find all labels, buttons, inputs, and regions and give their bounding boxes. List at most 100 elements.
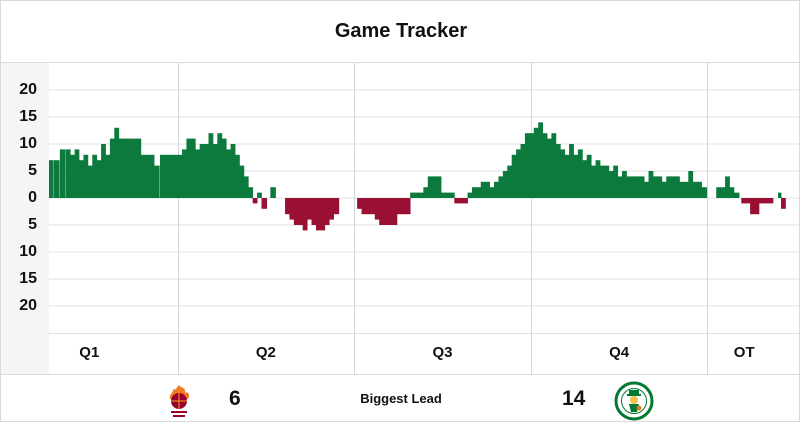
lead-bar — [410, 192, 415, 198]
lead-tracker-chart — [49, 63, 800, 374]
lead-bar — [405, 198, 411, 215]
lead-bar — [383, 198, 389, 225]
lead-bar — [230, 144, 236, 198]
lead-bar — [357, 198, 362, 209]
lead-bar — [692, 181, 698, 198]
lead-bar — [427, 176, 433, 198]
lead-bar — [127, 138, 133, 198]
lead-bar — [622, 171, 627, 198]
lead-bar — [105, 154, 111, 198]
lead-bar — [65, 149, 71, 198]
lead-bar — [83, 154, 89, 198]
lead-bar — [441, 192, 446, 198]
lead-bar — [270, 187, 276, 198]
y-tick-label: 5 — [28, 162, 37, 179]
lead-bar — [489, 187, 495, 198]
y-tick-label: 5 — [28, 216, 37, 233]
lead-bar — [675, 176, 680, 198]
lead-bar — [758, 198, 764, 204]
lead-bar — [59, 149, 66, 198]
lead-bar — [661, 181, 667, 198]
lead-bar — [716, 187, 722, 198]
biggest-lead-label: Biggest Lead — [360, 391, 442, 406]
y-tick-label: 20 — [19, 297, 37, 314]
lead-bar — [154, 165, 160, 198]
lead-bar — [182, 149, 187, 198]
lead-bar — [679, 181, 685, 198]
lead-bar — [379, 198, 385, 225]
lead-bar — [123, 138, 128, 198]
lead-bar — [208, 133, 214, 198]
lead-bar — [445, 192, 451, 198]
lead-bar — [595, 160, 601, 198]
lead-bar — [79, 160, 84, 198]
period-label-q1: Q1 — [79, 344, 100, 361]
lead-bar — [217, 133, 223, 198]
lead-bar — [458, 198, 464, 204]
lead-bar — [324, 198, 330, 225]
y-tick-label: 0 — [28, 189, 37, 206]
lead-bar — [551, 133, 557, 198]
lead-bar — [307, 198, 312, 220]
lead-bar — [529, 133, 535, 198]
lead-bar — [289, 198, 295, 220]
lead-bar — [750, 198, 755, 215]
y-tick-label: 15 — [19, 108, 37, 125]
lead-bar — [140, 154, 146, 198]
lead-bar — [635, 176, 641, 198]
lead-bar — [136, 138, 142, 198]
lead-bar — [311, 198, 317, 225]
lead-bar — [733, 192, 740, 198]
lead-bar — [252, 198, 258, 204]
lead-bar — [261, 198, 268, 209]
lead-bar — [177, 154, 183, 198]
lead-bar — [118, 138, 124, 198]
lead-bar — [577, 149, 583, 198]
lead-bar — [131, 138, 137, 198]
lead-bar — [586, 154, 592, 198]
lead-bar — [365, 198, 371, 215]
heat-flaming-ball-icon — [169, 385, 189, 417]
lead-bar — [781, 198, 786, 209]
lead-bar — [463, 198, 468, 204]
lead-bar — [432, 176, 438, 198]
lead-bar — [285, 198, 290, 215]
y-tick-label: 15 — [19, 270, 37, 287]
lead-bar — [639, 176, 645, 198]
lead-bar — [652, 176, 658, 198]
lead-bar — [392, 198, 398, 225]
lead-bar — [467, 192, 473, 198]
lead-bar — [630, 176, 636, 198]
lead-bar — [195, 149, 201, 198]
period-label-q4: Q4 — [609, 344, 630, 361]
lead-bar — [374, 198, 380, 220]
lead-bar — [101, 144, 106, 198]
period-label-q3: Q3 — [432, 344, 453, 361]
lead-bar — [725, 176, 730, 198]
lead-bar — [582, 160, 588, 198]
lead-bar — [70, 154, 75, 198]
lead-bar — [697, 181, 702, 198]
lead-bar — [524, 133, 530, 198]
lead-bar — [293, 198, 299, 225]
lead-bar — [471, 187, 477, 198]
lead-bar — [257, 192, 262, 198]
lead-bar — [401, 198, 407, 215]
lead-bar — [494, 181, 499, 198]
lead-bar — [688, 171, 694, 198]
lead-bar — [315, 198, 321, 231]
lead-bar — [591, 165, 596, 198]
lead-bar — [361, 198, 367, 215]
lead-bar — [436, 176, 442, 198]
lead-bar — [149, 154, 155, 198]
lead-bar — [648, 171, 654, 198]
lead-bar — [569, 144, 574, 198]
lead-bar — [329, 198, 335, 220]
lead-bar — [657, 176, 663, 198]
away-biggest-lead: 6 — [229, 387, 241, 410]
lead-bar — [573, 154, 579, 198]
lead-bar — [186, 138, 192, 198]
lead-bar — [720, 187, 726, 198]
y-tick-label: 10 — [19, 135, 37, 152]
lead-bar — [388, 198, 393, 225]
